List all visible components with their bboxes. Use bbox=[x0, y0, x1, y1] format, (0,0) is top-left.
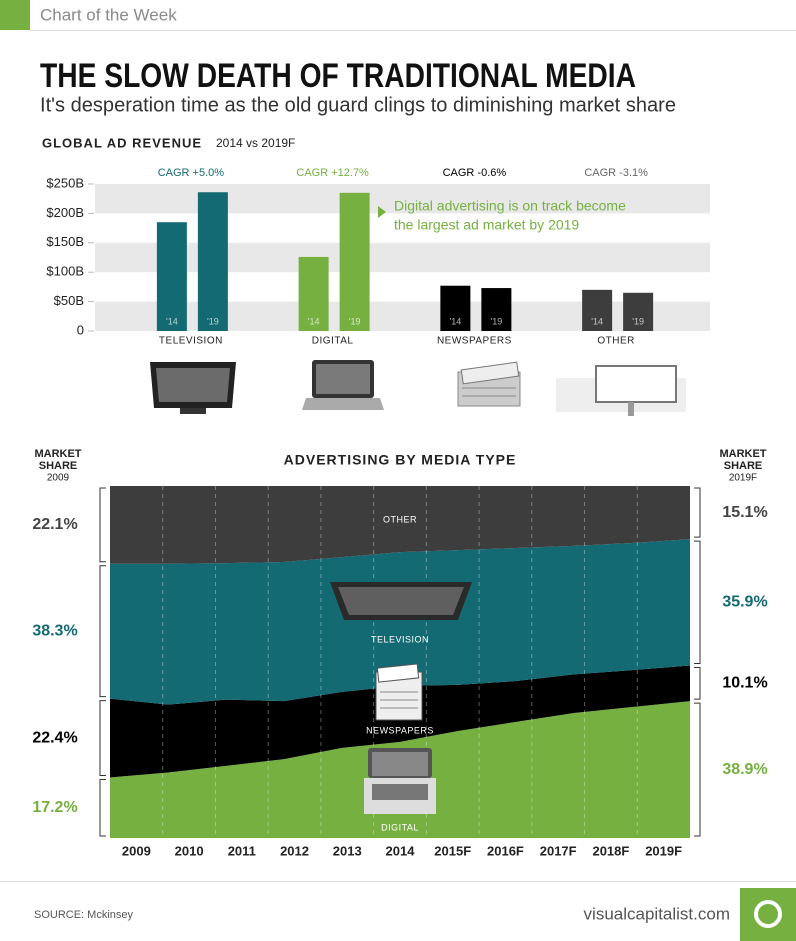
bar bbox=[156, 222, 187, 331]
share-label: 15.1% bbox=[722, 504, 767, 521]
share-label: 22.1% bbox=[32, 516, 77, 533]
left-header: MARKET bbox=[34, 448, 81, 460]
left-header: SHARE bbox=[39, 460, 78, 472]
tv-icon-area bbox=[330, 582, 472, 620]
bar-label: '14 bbox=[308, 316, 320, 326]
annotation: the largest ad market by 2019 bbox=[394, 217, 579, 233]
area-title: ADVERTISING BY MEDIA TYPE bbox=[284, 452, 517, 468]
bracket bbox=[694, 540, 701, 665]
bracket bbox=[694, 667, 701, 700]
site: visualcapitalist.com bbox=[584, 904, 730, 923]
category-label: DIGITAL bbox=[312, 336, 354, 347]
annotation: Digital advertising is on track become bbox=[394, 198, 626, 214]
right-header: SHARE bbox=[724, 460, 763, 472]
bar-subtitle: 2014 vs 2019F bbox=[216, 136, 295, 150]
y-tick-label: $50B bbox=[54, 293, 84, 308]
x-tick-label: 2018F bbox=[592, 843, 629, 858]
bar bbox=[339, 192, 370, 331]
bar bbox=[197, 192, 228, 331]
right-header: MARKET bbox=[719, 448, 766, 460]
bar bbox=[440, 285, 471, 331]
bracket bbox=[694, 702, 701, 837]
bar-label: '14 bbox=[450, 316, 462, 326]
x-tick-label: 2010 bbox=[175, 843, 204, 858]
title: THE SLOW DEATH OF TRADITIONAL MEDIA bbox=[40, 57, 636, 95]
bar-label: '19 bbox=[207, 316, 219, 326]
badge: Chart of the Week bbox=[40, 5, 177, 24]
bar-title: GLOBAL AD REVENUE bbox=[42, 135, 202, 150]
area-label: DIGITAL bbox=[381, 822, 419, 832]
category-label: OTHER bbox=[597, 336, 635, 347]
source: SOURCE: Mckinsey bbox=[34, 909, 134, 921]
x-tick-label: 2009 bbox=[122, 843, 151, 858]
logo[interactable] bbox=[740, 888, 796, 941]
area bbox=[110, 665, 690, 778]
y-tick-label: $150B bbox=[46, 234, 84, 249]
bracket bbox=[99, 565, 106, 698]
cagr-label: CAGR +5.0% bbox=[158, 167, 225, 179]
category-label: NEWSPAPERS bbox=[437, 336, 512, 347]
bar bbox=[623, 292, 654, 331]
share-label: 17.2% bbox=[32, 799, 77, 816]
x-tick-label: 2011 bbox=[228, 843, 256, 858]
bar-label: '19 bbox=[632, 316, 644, 326]
area-label: NEWSPAPERS bbox=[366, 725, 434, 735]
y-tick-label: $250B bbox=[46, 175, 84, 190]
bracket bbox=[694, 487, 701, 538]
annotation-arrow bbox=[378, 206, 386, 218]
x-tick-label: 2015F bbox=[434, 843, 471, 858]
bracket bbox=[99, 778, 106, 837]
x-tick-label: 2019F bbox=[645, 843, 682, 858]
share-label: 38.3% bbox=[32, 622, 77, 639]
area bbox=[110, 486, 690, 564]
bar bbox=[481, 288, 512, 331]
x-tick-label: 2016F bbox=[487, 843, 524, 858]
billboard-icon bbox=[556, 365, 686, 416]
newspaper-icon-area bbox=[375, 663, 423, 721]
area bbox=[110, 539, 690, 705]
laptop-icon bbox=[302, 360, 384, 410]
bracket bbox=[99, 487, 106, 563]
bracket bbox=[99, 700, 106, 776]
bar-label: '14 bbox=[166, 316, 178, 326]
x-tick-label: 2013 bbox=[333, 843, 362, 858]
share-label: 10.1% bbox=[722, 675, 767, 692]
newspaper-icon bbox=[457, 361, 521, 407]
area-label: OTHER bbox=[383, 514, 417, 524]
grid-band bbox=[95, 301, 710, 331]
bar-chart: 0 $50B $100B $150B $200B $250B TELEVISION CAGR … bbox=[46, 167, 710, 347]
area-label: TELEVISION bbox=[371, 634, 429, 644]
bar bbox=[582, 289, 613, 331]
share-label: 35.9% bbox=[722, 594, 767, 611]
y-tick-label: $200B bbox=[46, 205, 84, 220]
subtitle: It's desperation time as the old guard c… bbox=[40, 94, 676, 116]
cagr-label: CAGR +12.7% bbox=[296, 167, 369, 179]
laptop-icon-area bbox=[364, 748, 436, 814]
y-tick-label: $100B bbox=[46, 264, 84, 279]
bar-label: '19 bbox=[491, 316, 503, 326]
logo-mark bbox=[754, 900, 782, 928]
share-label: 22.4% bbox=[32, 729, 77, 746]
bar-label: '19 bbox=[349, 316, 361, 326]
y-tick-label: 0 bbox=[77, 322, 84, 337]
badge-square bbox=[0, 0, 30, 30]
left-header-year: 2009 bbox=[47, 473, 70, 484]
category-label: TELEVISION bbox=[159, 336, 223, 347]
bar bbox=[298, 256, 329, 331]
right-header-year: 2019F bbox=[729, 473, 757, 484]
x-tick-label: 2014 bbox=[386, 843, 416, 858]
share-label: 38.9% bbox=[722, 761, 767, 778]
grid-band bbox=[95, 184, 710, 214]
x-tick-label: 2012 bbox=[280, 843, 309, 858]
x-tick-label: 2017F bbox=[540, 843, 577, 858]
cagr-label: CAGR -3.1% bbox=[584, 167, 648, 179]
bar-label: '14 bbox=[591, 316, 603, 326]
cagr-label: CAGR -0.6% bbox=[443, 167, 507, 179]
tv-icon bbox=[150, 362, 236, 414]
grid-band bbox=[95, 242, 710, 273]
